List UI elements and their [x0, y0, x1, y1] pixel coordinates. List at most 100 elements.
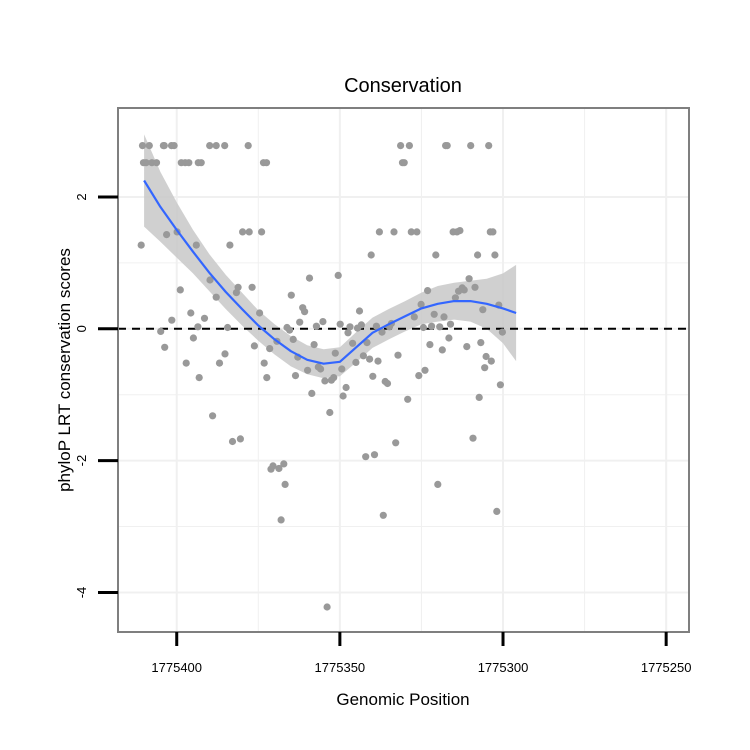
data-point — [209, 412, 217, 420]
data-point — [248, 283, 256, 291]
data-point — [498, 328, 506, 336]
x-tick-label: 1775400 — [151, 660, 202, 675]
data-point — [370, 451, 379, 459]
data-point — [170, 142, 178, 150]
data-point — [195, 374, 203, 382]
data-point — [359, 352, 367, 360]
data-point — [394, 351, 402, 359]
panel-border — [117, 107, 690, 633]
data-point — [304, 366, 312, 374]
data-point — [280, 460, 288, 468]
data-point — [404, 395, 412, 403]
data-point — [336, 320, 344, 328]
confidence-ribbon — [144, 134, 517, 379]
data-point — [226, 241, 234, 249]
data-point — [277, 516, 285, 524]
data-point — [321, 377, 329, 385]
data-point — [489, 228, 497, 236]
data-point — [390, 228, 398, 236]
data-point — [400, 159, 408, 167]
data-point — [491, 251, 499, 259]
data-point — [479, 306, 487, 314]
data-point — [424, 287, 432, 295]
data-point — [496, 381, 504, 389]
panel-background — [118, 108, 689, 632]
data-point — [239, 228, 247, 236]
data-point — [152, 159, 161, 167]
data-point — [287, 291, 295, 299]
data-point — [258, 228, 266, 236]
data-point — [305, 274, 314, 282]
data-point — [493, 507, 501, 515]
data-point — [161, 343, 169, 351]
data-point — [157, 327, 165, 335]
data-point — [206, 142, 214, 150]
data-point — [471, 283, 479, 291]
y-tick-label: -2 — [74, 455, 89, 467]
x-axis-title: Genomic Position — [336, 690, 469, 709]
data-point — [200, 314, 209, 322]
data-point — [413, 228, 421, 236]
data-point — [469, 434, 477, 442]
data-point — [289, 335, 297, 343]
data-point — [465, 275, 473, 283]
data-point — [145, 142, 153, 150]
data-point — [266, 345, 274, 353]
data-point — [234, 283, 242, 291]
data-point — [142, 159, 150, 167]
data-point — [224, 323, 232, 332]
data-point — [410, 313, 418, 321]
data-point — [363, 339, 371, 347]
data-point — [331, 349, 339, 357]
data-point — [434, 480, 442, 488]
data-point — [312, 322, 320, 330]
data-point — [236, 435, 244, 443]
plot-panel — [117, 107, 690, 633]
data-point — [467, 142, 475, 150]
data-point — [355, 307, 364, 315]
data-point — [319, 318, 327, 326]
data-point — [296, 318, 304, 326]
data-point — [349, 339, 357, 347]
data-point — [463, 343, 471, 351]
data-point — [481, 364, 489, 372]
data-point — [163, 231, 171, 239]
data-point — [338, 365, 346, 373]
data-point — [330, 374, 338, 382]
data-point — [485, 142, 493, 150]
data-point — [189, 334, 197, 342]
data-point — [438, 346, 446, 354]
chart-title: Conservation — [344, 75, 462, 97]
data-point — [260, 359, 268, 367]
data-point — [221, 350, 229, 358]
data-point — [339, 392, 347, 400]
data-point — [392, 439, 400, 447]
data-point — [342, 383, 350, 392]
data-point — [432, 251, 440, 259]
data-point — [383, 379, 392, 388]
data-point — [308, 389, 316, 397]
data-point — [446, 320, 455, 328]
smooth-line — [143, 179, 517, 365]
x-tick-label: 1775350 — [315, 660, 366, 675]
data-point — [301, 308, 309, 316]
data-point — [369, 372, 377, 380]
data-point — [275, 464, 283, 473]
data-point — [168, 316, 176, 324]
data-point — [245, 228, 253, 236]
data-point — [482, 352, 490, 361]
data-point — [317, 365, 325, 373]
data-point — [474, 251, 482, 259]
data-point — [487, 357, 495, 365]
data-point — [421, 366, 429, 374]
data-point — [477, 339, 485, 347]
smooth-layer — [143, 179, 517, 365]
data-point — [445, 334, 453, 342]
data-point — [372, 322, 380, 330]
data-point — [456, 227, 464, 235]
data-point — [286, 326, 294, 334]
data-point — [419, 323, 427, 332]
x-axis: 1775400 1775350 1775300 1775250 — [151, 632, 691, 675]
data-point — [176, 286, 184, 294]
